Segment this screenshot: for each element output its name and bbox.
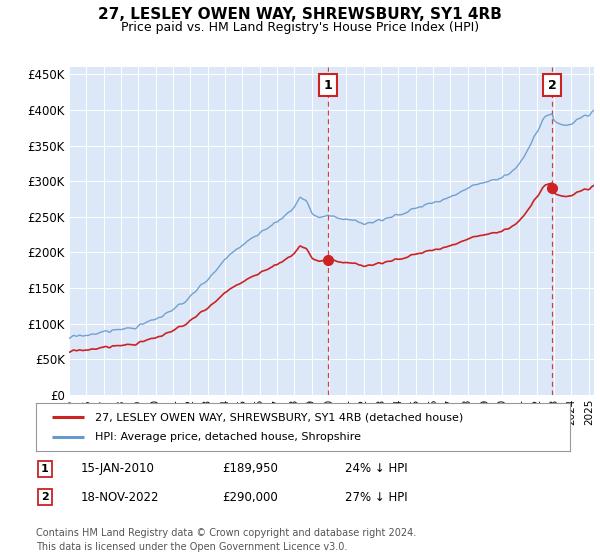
Text: 27, LESLEY OWEN WAY, SHREWSBURY, SY1 4RB: 27, LESLEY OWEN WAY, SHREWSBURY, SY1 4RB [98, 7, 502, 22]
Text: Contains HM Land Registry data © Crown copyright and database right 2024.
This d: Contains HM Land Registry data © Crown c… [36, 528, 416, 552]
Text: 15-JAN-2010: 15-JAN-2010 [81, 462, 155, 475]
Text: 1: 1 [324, 78, 332, 91]
Text: £189,950: £189,950 [222, 462, 278, 475]
Text: 27, LESLEY OWEN WAY, SHREWSBURY, SY1 4RB (detached house): 27, LESLEY OWEN WAY, SHREWSBURY, SY1 4RB… [95, 413, 463, 422]
Text: 1: 1 [41, 464, 49, 474]
Text: Price paid vs. HM Land Registry's House Price Index (HPI): Price paid vs. HM Land Registry's House … [121, 21, 479, 34]
Text: 27% ↓ HPI: 27% ↓ HPI [345, 491, 407, 504]
Text: 2: 2 [41, 492, 49, 502]
Text: HPI: Average price, detached house, Shropshire: HPI: Average price, detached house, Shro… [95, 432, 361, 442]
Text: 18-NOV-2022: 18-NOV-2022 [81, 491, 160, 504]
Text: £290,000: £290,000 [222, 491, 278, 504]
Text: 2: 2 [548, 78, 556, 91]
Text: 24% ↓ HPI: 24% ↓ HPI [345, 462, 407, 475]
